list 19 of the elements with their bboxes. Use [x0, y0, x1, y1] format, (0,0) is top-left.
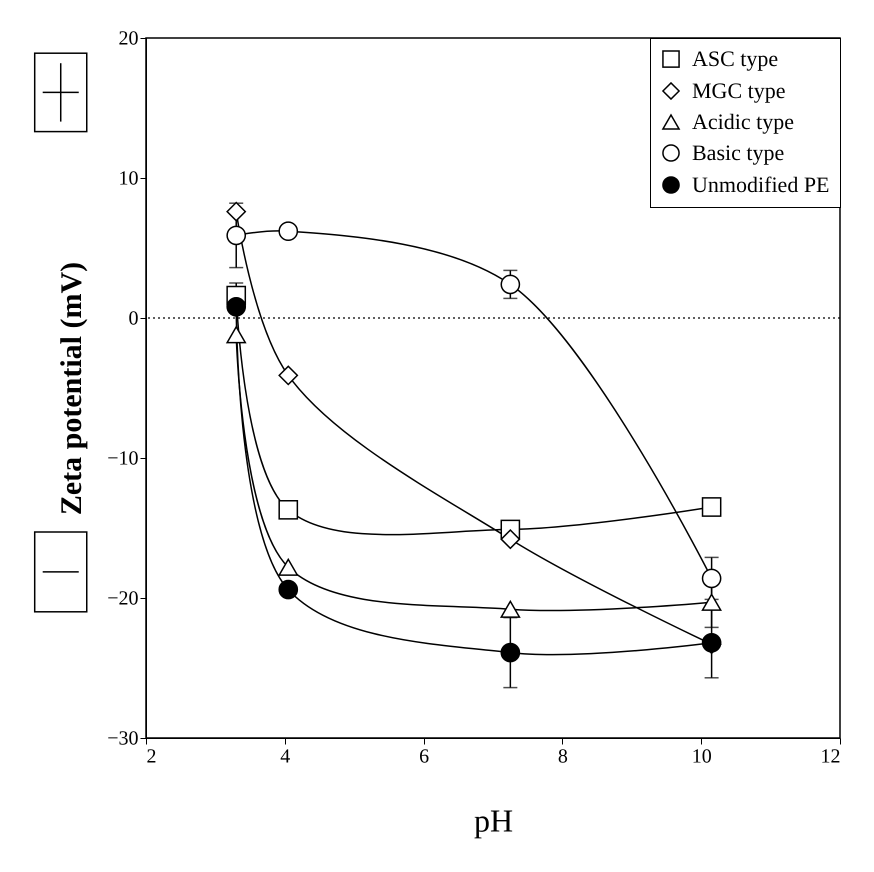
legend-label: ASC type — [692, 46, 778, 71]
legend-label: Unmodified PE — [692, 172, 830, 197]
x-tick-label: 12 — [820, 746, 840, 768]
x-tick-label: 10 — [692, 746, 712, 768]
y-tick-label: −10 — [107, 448, 138, 470]
y-tick-label: 0 — [128, 308, 138, 330]
legend-label: Acidic type — [692, 109, 794, 134]
legend-label: Basic type — [692, 140, 784, 165]
x-tick-label: 2 — [146, 746, 156, 768]
x-tick-label: 6 — [419, 746, 430, 768]
y-tick-label: 20 — [118, 28, 138, 50]
y-tick-label: −20 — [107, 588, 138, 610]
y-tick-label: 10 — [118, 168, 138, 190]
x-tick-label: 8 — [558, 746, 568, 768]
y-tick-label: −30 — [107, 728, 138, 750]
x-tick-label: 4 — [280, 746, 290, 768]
x-axis-title: pH — [474, 802, 514, 838]
legend-label: MGC type — [692, 78, 786, 103]
y-axis-title: Zeta potential (mV) — [55, 262, 88, 516]
